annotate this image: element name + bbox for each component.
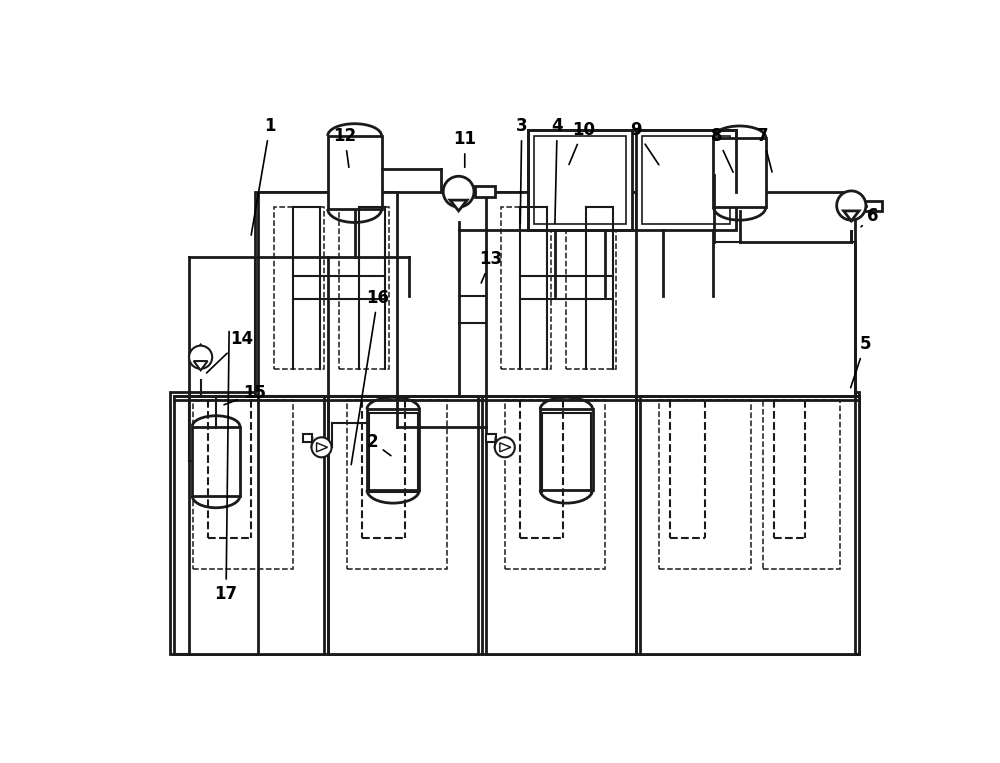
Text: 8: 8: [711, 127, 733, 172]
Polygon shape: [844, 211, 859, 221]
Text: 5: 5: [851, 335, 871, 388]
Bar: [274, 207, 324, 369]
Circle shape: [495, 437, 515, 457]
Bar: [339, 207, 389, 369]
Polygon shape: [450, 200, 467, 211]
Bar: [258, 192, 397, 396]
Circle shape: [189, 346, 212, 369]
Bar: [174, 396, 324, 654]
Polygon shape: [500, 443, 511, 452]
Bar: [193, 400, 293, 569]
Text: 11: 11: [453, 130, 476, 167]
Bar: [347, 400, 447, 569]
Bar: [192, 427, 240, 496]
Circle shape: [312, 437, 332, 457]
Bar: [863, 201, 882, 211]
Bar: [534, 137, 626, 224]
Text: 3: 3: [516, 118, 528, 224]
Polygon shape: [317, 443, 328, 452]
Circle shape: [443, 176, 474, 207]
Bar: [486, 396, 636, 654]
Bar: [540, 409, 593, 490]
Bar: [566, 207, 616, 369]
Text: 6: 6: [861, 208, 879, 227]
Bar: [501, 207, 551, 369]
Bar: [713, 138, 766, 207]
Text: 9: 9: [630, 121, 659, 165]
Bar: [328, 396, 478, 654]
Bar: [328, 136, 382, 209]
Bar: [659, 400, 751, 569]
Bar: [528, 130, 632, 230]
Bar: [636, 130, 736, 230]
Text: 1: 1: [251, 118, 276, 235]
Text: 4: 4: [551, 118, 563, 224]
Text: 13: 13: [479, 250, 503, 283]
Bar: [642, 137, 730, 224]
Text: 2: 2: [367, 433, 391, 456]
Bar: [475, 186, 495, 197]
Text: 15: 15: [224, 385, 266, 404]
Bar: [640, 396, 859, 654]
Bar: [505, 400, 605, 569]
Bar: [170, 392, 859, 654]
Bar: [763, 400, 840, 569]
Bar: [486, 192, 636, 396]
Text: 10: 10: [569, 121, 595, 165]
Text: 16: 16: [351, 289, 389, 465]
Text: 17: 17: [214, 331, 238, 603]
Bar: [367, 409, 419, 490]
Text: 7: 7: [757, 127, 772, 172]
Bar: [486, 434, 496, 442]
Text: 14: 14: [207, 330, 253, 373]
Bar: [255, 192, 855, 396]
Circle shape: [837, 191, 866, 221]
Text: 12: 12: [333, 127, 356, 167]
Bar: [303, 434, 312, 442]
Polygon shape: [194, 361, 208, 370]
